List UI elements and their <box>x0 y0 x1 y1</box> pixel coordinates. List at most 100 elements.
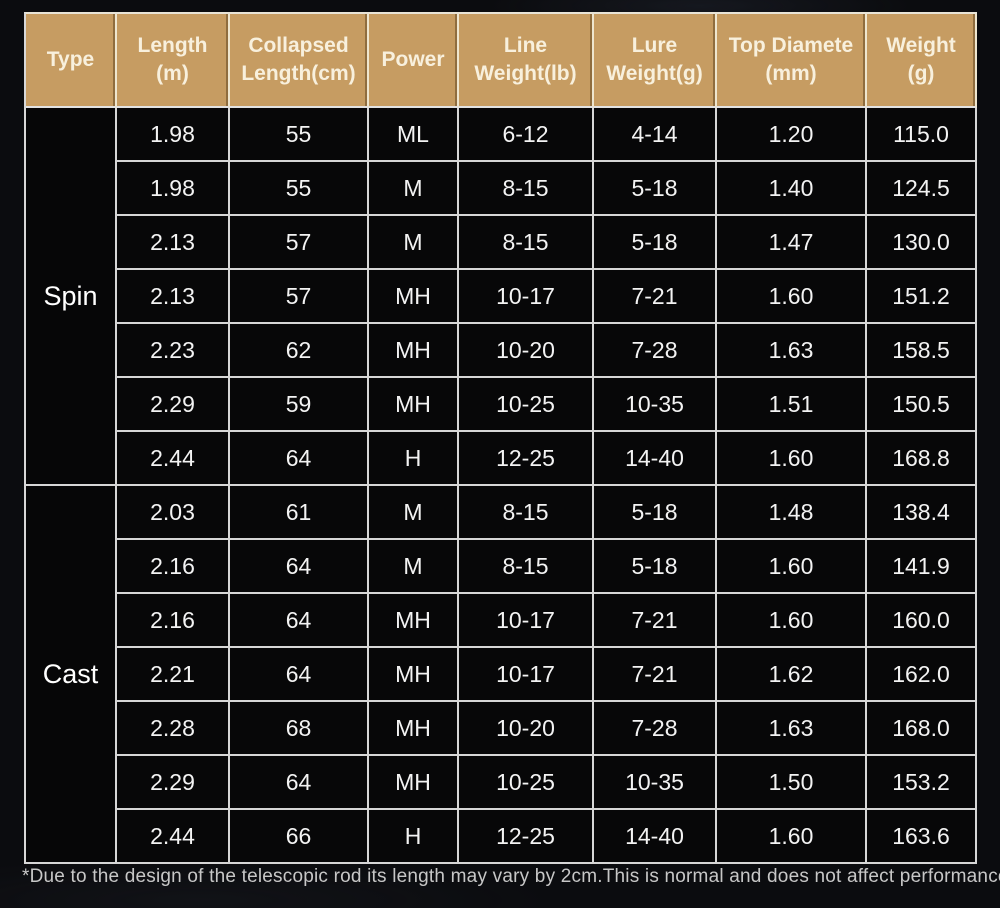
col-header-line: Type <box>46 47 95 71</box>
spec-cell: 1.98 <box>117 162 230 216</box>
spec-row: 2.29 59 MH 10-25 10-35 1.51 150.5 <box>26 378 977 432</box>
spec-cell: 64 <box>230 594 369 648</box>
spec-cell: 2.28 <box>117 702 230 756</box>
spec-cell: ML <box>369 108 459 162</box>
spec-cell: 57 <box>230 216 369 270</box>
col-header-line: Top Diamete <box>728 33 854 57</box>
spec-cell: 1.47 <box>717 216 867 270</box>
spec-row: 2.13 57 MH 10-17 7-21 1.60 151.2 <box>26 270 977 324</box>
spec-cell: 59 <box>230 378 369 432</box>
spec-cell: 10-25 <box>459 378 594 432</box>
spec-cell: 2.23 <box>117 324 230 378</box>
spec-cell: 168.0 <box>867 702 977 756</box>
spec-cell: 162.0 <box>867 648 977 702</box>
spec-cell: 10-20 <box>459 324 594 378</box>
spec-cell: 7-21 <box>594 270 717 324</box>
spec-cell: 1.51 <box>717 378 867 432</box>
spec-cell: 1.60 <box>717 432 867 486</box>
spec-cell: 12-25 <box>459 810 594 864</box>
spec-cell: 2.16 <box>117 594 230 648</box>
spec-row: 2.44 64 H 12-25 14-40 1.60 168.8 <box>26 432 977 486</box>
spec-cell: 14-40 <box>594 432 717 486</box>
spec-cell: 10-35 <box>594 756 717 810</box>
group-label-cast: Cast <box>26 486 117 864</box>
col-header-line: Collapsed <box>248 33 349 57</box>
spec-cell: 2.29 <box>117 378 230 432</box>
spec-cell: 141.9 <box>867 540 977 594</box>
spec-cell: 64 <box>230 432 369 486</box>
spec-cell: 5-18 <box>594 216 717 270</box>
col-header-line: (m) <box>156 62 189 85</box>
col-header-top-diameter: Top Diamete (mm) <box>717 14 867 108</box>
spec-cell: 14-40 <box>594 810 717 864</box>
spec-cell: 7-21 <box>594 594 717 648</box>
spec-cell: 158.5 <box>867 324 977 378</box>
spec-cell: 5-18 <box>594 540 717 594</box>
spec-cell: 124.5 <box>867 162 977 216</box>
spec-cell: 1.20 <box>717 108 867 162</box>
spec-row: 1.98 55 M 8-15 5-18 1.40 124.5 <box>26 162 977 216</box>
spec-cell: MH <box>369 702 459 756</box>
spec-cell: 160.0 <box>867 594 977 648</box>
spec-cell: M <box>369 216 459 270</box>
spec-row: 2.16 64 MH 10-17 7-21 1.60 160.0 <box>26 594 977 648</box>
col-header-line: Line <box>503 33 548 57</box>
spec-cell: 55 <box>230 108 369 162</box>
spec-cell: 1.60 <box>717 270 867 324</box>
col-header-lure-weight: Lure Weight(g) <box>594 14 717 108</box>
spec-table: Type Length (m) Collapsed Length(cm) Power… <box>24 12 977 864</box>
spec-cell: 2.44 <box>117 432 230 486</box>
spec-cell: 8-15 <box>459 540 594 594</box>
spec-cell: 163.6 <box>867 810 977 864</box>
spec-cell: 5-18 <box>594 486 717 540</box>
spec-cell: H <box>369 432 459 486</box>
spec-cell: 5-18 <box>594 162 717 216</box>
col-header-line: Length(cm) <box>241 62 356 85</box>
col-header-line: Weight(g) <box>606 62 703 85</box>
spec-cell: 61 <box>230 486 369 540</box>
col-header-length: Length (m) <box>117 14 230 108</box>
spec-cell: 2.21 <box>117 648 230 702</box>
spec-row: 2.44 66 H 12-25 14-40 1.60 163.6 <box>26 810 977 864</box>
spec-cell: 10-17 <box>459 270 594 324</box>
col-header-line: Power <box>381 47 445 71</box>
spec-cell: 62 <box>230 324 369 378</box>
spec-cell: 57 <box>230 270 369 324</box>
spec-cell: 4-14 <box>594 108 717 162</box>
spec-cell: 1.60 <box>717 810 867 864</box>
col-header-line: Length <box>137 33 208 57</box>
spec-cell: 1.40 <box>717 162 867 216</box>
spec-row: 2.28 68 MH 10-20 7-28 1.63 168.0 <box>26 702 977 756</box>
spec-cell: 1.48 <box>717 486 867 540</box>
spec-cell: 10-20 <box>459 702 594 756</box>
col-header-weight: Weight (g) <box>867 14 977 108</box>
spec-cell: 12-25 <box>459 432 594 486</box>
spec-cell: 150.5 <box>867 378 977 432</box>
spec-row: Spin 1.98 55 ML 6-12 4-14 1.20 115.0 <box>26 108 977 486</box>
spec-row: 2.16 64 M 8-15 5-18 1.60 141.9 <box>26 540 977 594</box>
spec-row: 2.21 64 MH 10-17 7-21 1.62 162.0 <box>26 648 977 702</box>
spec-cell: 55 <box>230 162 369 216</box>
spec-cell: 8-15 <box>459 216 594 270</box>
spec-cell: 1.60 <box>717 594 867 648</box>
col-header-type: Type <box>26 14 117 108</box>
col-header-power: Power <box>369 14 459 108</box>
spec-cell: 66 <box>230 810 369 864</box>
spec-cell: 2.13 <box>117 216 230 270</box>
spec-cell: 2.16 <box>117 540 230 594</box>
spec-cell: 168.8 <box>867 432 977 486</box>
spec-cell: 2.44 <box>117 810 230 864</box>
spec-cell: 8-15 <box>459 162 594 216</box>
spec-cell: M <box>369 486 459 540</box>
spec-row: 2.23 62 MH 10-20 7-28 1.63 158.5 <box>26 324 977 378</box>
spec-cell: MH <box>369 756 459 810</box>
spec-cell: 1.98 <box>117 108 230 162</box>
spec-cell: 68 <box>230 702 369 756</box>
spec-cell: 2.03 <box>117 486 230 540</box>
header-row: Type Length (m) Collapsed Length(cm) Power… <box>26 14 977 108</box>
col-header-line: (mm) <box>765 62 817 85</box>
spec-cell: 1.62 <box>717 648 867 702</box>
spec-cell: 7-28 <box>594 702 717 756</box>
spec-cell: MH <box>369 594 459 648</box>
spec-row: 2.13 57 M 8-15 5-18 1.47 130.0 <box>26 216 977 270</box>
